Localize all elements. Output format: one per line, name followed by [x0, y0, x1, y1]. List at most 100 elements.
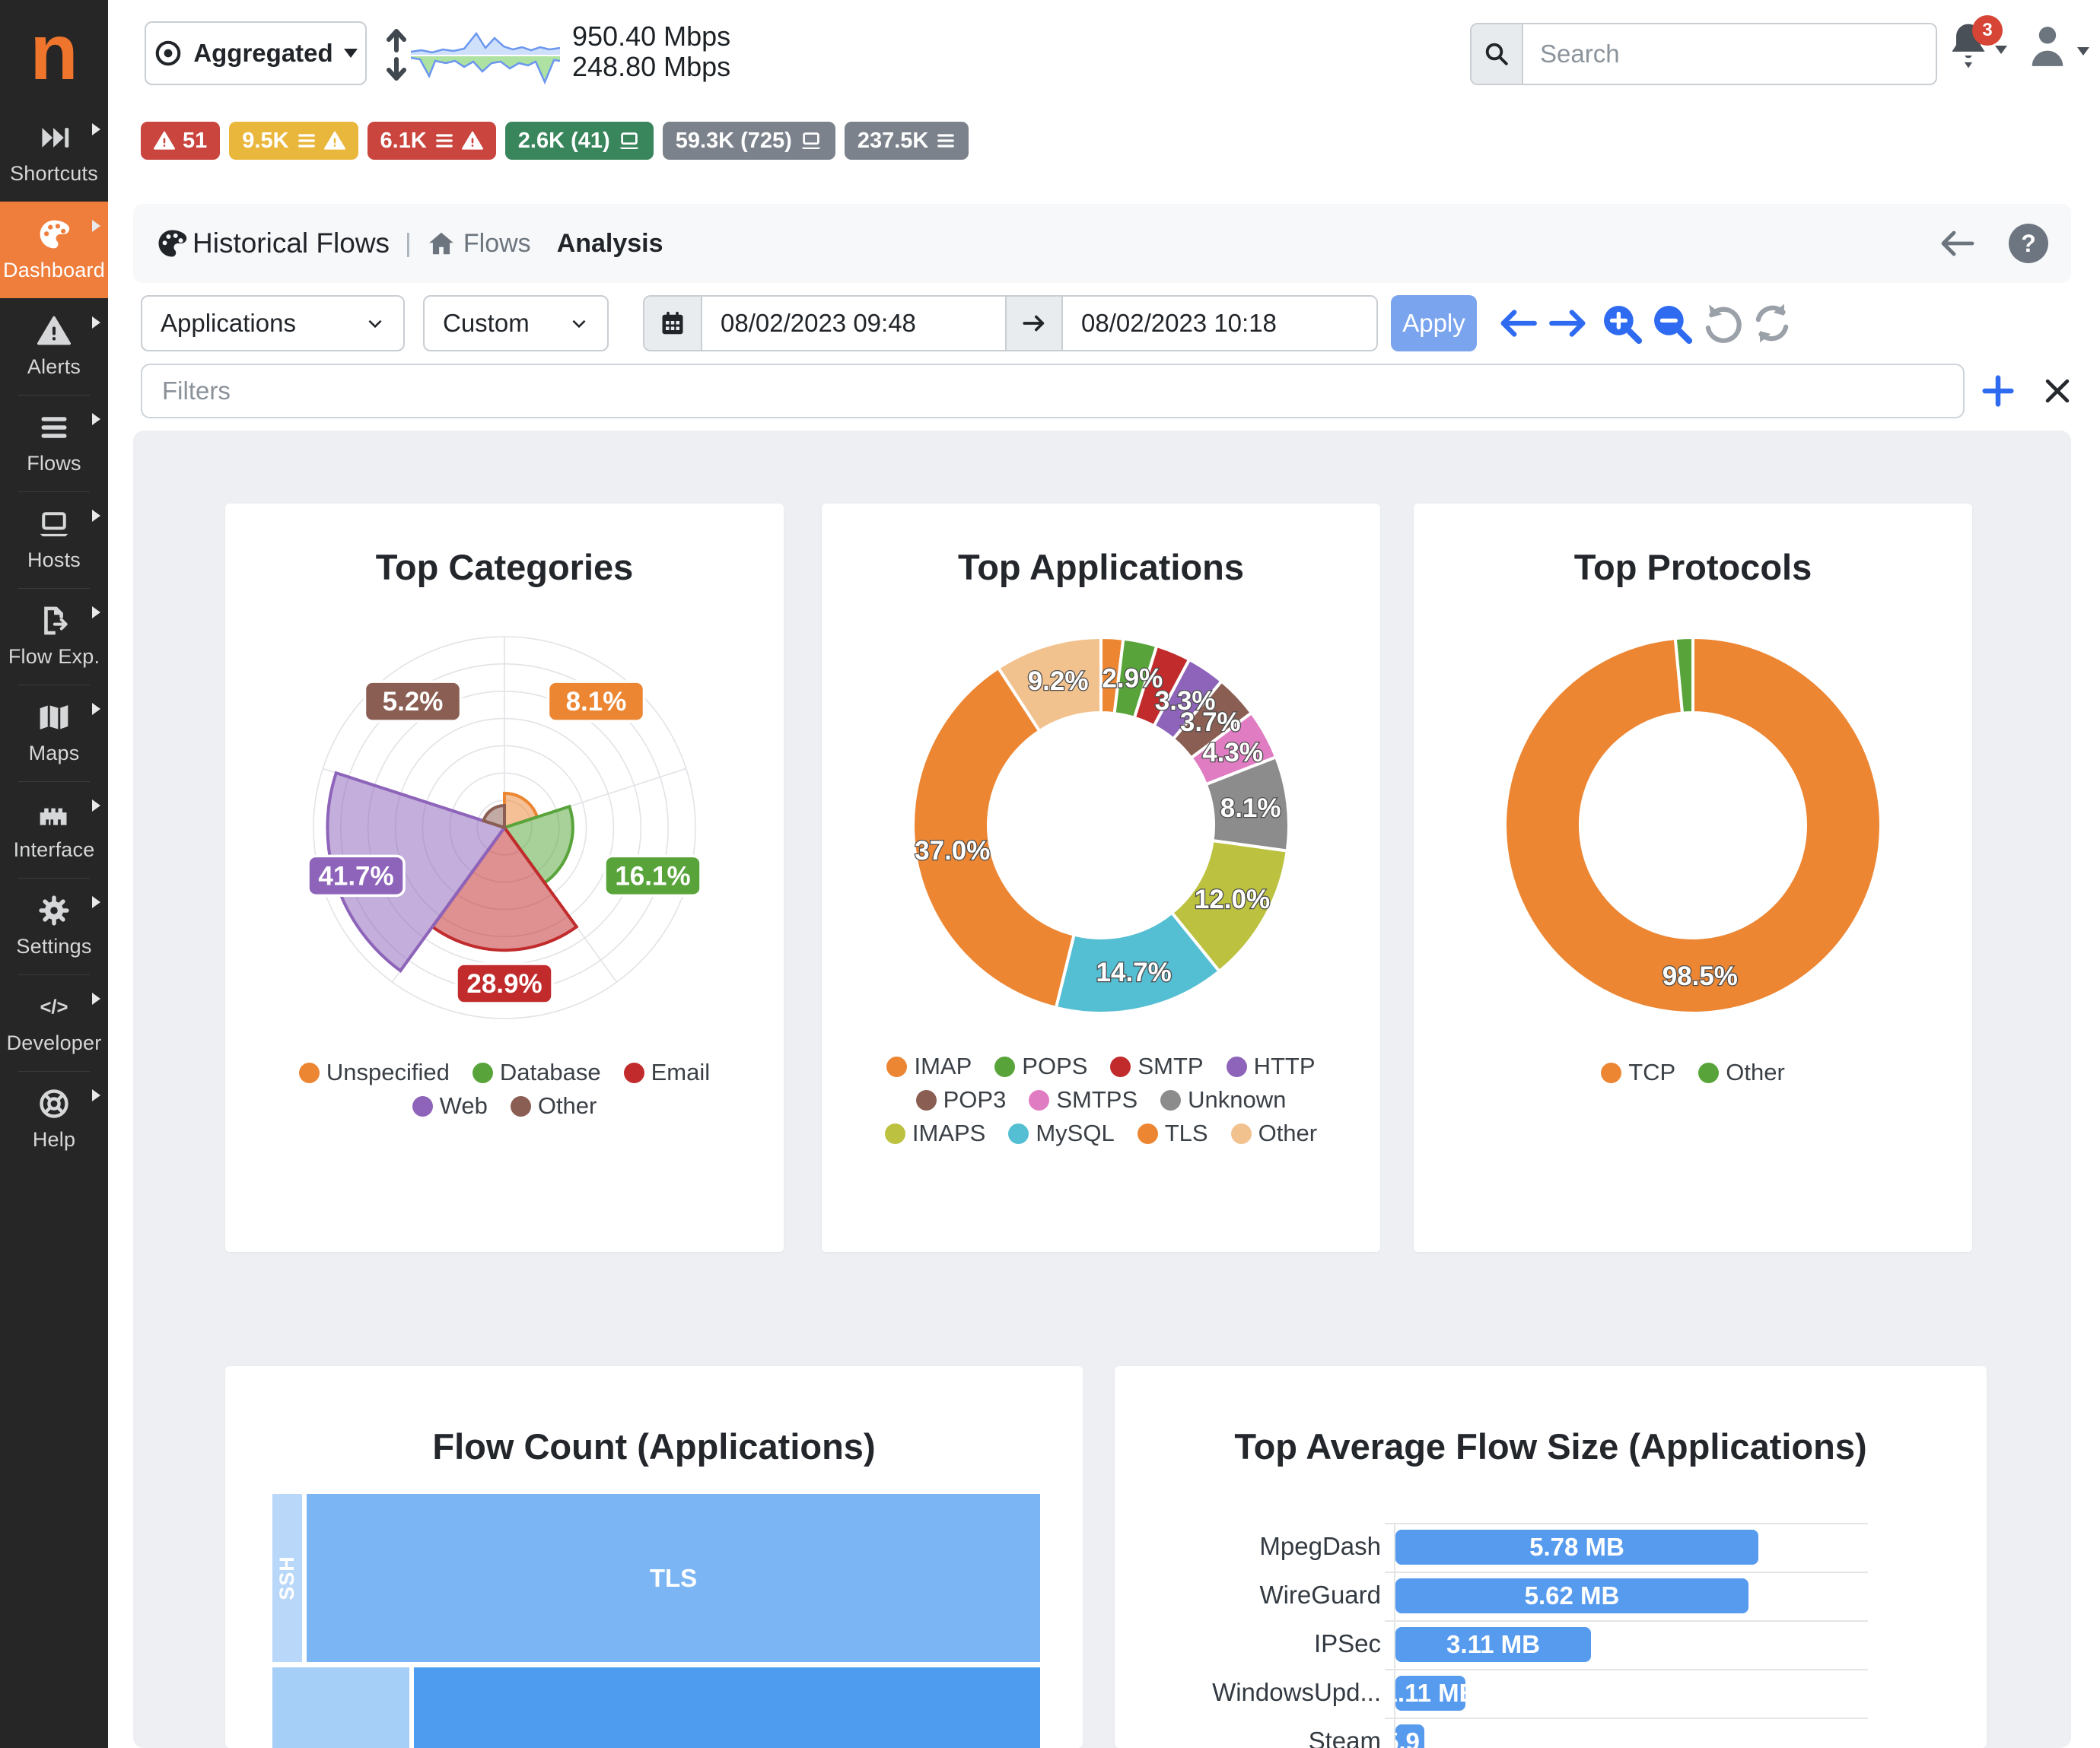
sidebar-item-settings[interactable]: Settings	[0, 878, 108, 974]
legend-item-SMTP[interactable]: SMTP	[1110, 1053, 1204, 1080]
axis-line	[1394, 1523, 1395, 1748]
shift-forward-icon[interactable]	[1546, 301, 1590, 345]
chevron-right-icon	[92, 220, 100, 232]
remote-hosts-badge[interactable]: 59.3K (725)	[662, 122, 835, 160]
sidebar-item-label: Help	[32, 1128, 76, 1151]
legend-item-TLS[interactable]: TLS	[1137, 1120, 1208, 1147]
breadcrumb-parent-link[interactable]: Flows	[427, 229, 531, 259]
range-select[interactable]: Custom	[423, 295, 609, 351]
sidebar-item-shortcuts[interactable]: Shortcuts	[0, 105, 108, 202]
bar-WindowsUpd...[interactable]: 1.11 MB	[1395, 1676, 1465, 1711]
legend-item-POPS[interactable]: POPS	[994, 1053, 1087, 1080]
legend-item-TCP[interactable]: TCP	[1601, 1059, 1675, 1086]
user-menu-button[interactable]	[2024, 20, 2100, 88]
top-protocols-donut-chart[interactable]: 98.5%	[1414, 504, 1972, 1036]
top-avg-flow-size-bar-chart[interactable]: MpegDash 5.78 MB WireGuard 5.62 MB IPSec 3.11…	[1115, 1366, 1987, 1748]
sidebar-item-help[interactable]: Help	[0, 1071, 108, 1168]
date-to-input[interactable]	[1061, 297, 1376, 350]
legend-dot	[1601, 1062, 1622, 1083]
help-icon[interactable]: ?	[2009, 224, 2048, 263]
legend-item-Other[interactable]: Other	[510, 1092, 597, 1120]
flows-count-badge[interactable]: 237.5K	[844, 122, 969, 160]
close-icon[interactable]	[2041, 374, 2074, 408]
breadcrumb-separator: |	[405, 228, 412, 258]
sidebar-item-hosts[interactable]: Hosts	[0, 491, 108, 588]
sidebar-item-dashboard[interactable]: Dashboard	[0, 202, 108, 298]
add-filter-icon[interactable]	[1978, 371, 2018, 411]
notifications-button[interactable]: 3	[1945, 15, 2013, 88]
legend-item-Other[interactable]: Other	[1230, 1120, 1317, 1147]
grid-line	[1385, 1572, 1868, 1573]
donut-slice-Other[interactable]	[996, 635, 1102, 733]
legend-label: SMTP	[1138, 1053, 1204, 1079]
engaged-alerts-badge[interactable]: 51	[141, 122, 221, 160]
rose-sector-Other[interactable]	[481, 803, 506, 830]
app-logo[interactable]: n	[30, 8, 78, 97]
chart-title: Flow Count (Applications)	[432, 1426, 876, 1467]
sidebar-item-maps[interactable]: Maps	[0, 685, 108, 781]
legend-item-Unspecified[interactable]: Unspecified	[298, 1059, 450, 1086]
legend-item-HTTP[interactable]: HTTP	[1226, 1053, 1316, 1080]
legend-dot	[510, 1095, 531, 1117]
page-title: Historical Flows	[156, 227, 390, 259]
flow-count-treemap-chart[interactable]: SSH TLS	[225, 1366, 1083, 1748]
legend-item-POP3[interactable]: POP3	[915, 1086, 1006, 1114]
treemap-cell[interactable]	[414, 1667, 1040, 1748]
legend-item-SMTPS[interactable]: SMTPS	[1029, 1086, 1138, 1114]
treemap-cell-SSH[interactable]: SSH	[272, 1494, 302, 1662]
top-applications-donut-chart[interactable]: 2.9%3.3%3.7%4.3% 8.1% 12.0% 14.7% 37.0% 9.2%	[822, 504, 1380, 1036]
back-arrow-icon[interactable]	[1939, 228, 1975, 259]
undo-icon[interactable]	[1701, 301, 1745, 345]
entity-select[interactable]: Applications	[141, 295, 405, 351]
bar-MpegDash[interactable]: 5.78 MB	[1395, 1530, 1758, 1565]
legend-item-IMAPS[interactable]: IMAPS	[884, 1120, 985, 1147]
flow-alerts-warning-badge[interactable]: 9.5K	[229, 122, 358, 160]
shift-back-icon[interactable]	[1496, 301, 1540, 345]
legend-item-Web[interactable]: Web	[412, 1092, 488, 1120]
bar-IPSec[interactable]: 3.11 MB	[1395, 1627, 1591, 1662]
legend-item-Email[interactable]: Email	[623, 1059, 710, 1086]
rose-label-badge	[307, 854, 406, 898]
treemap-cell-TLS[interactable]: TLS	[307, 1494, 1040, 1662]
chevron-right-icon	[92, 799, 100, 812]
search-icon-box	[1472, 24, 1523, 84]
search-input[interactable]	[1523, 24, 1936, 84]
laptop-icon	[801, 132, 821, 149]
filters-input[interactable]	[141, 364, 1965, 418]
legend-item-Unknown[interactable]: Unknown	[1160, 1086, 1286, 1114]
top-categories-rose-chart[interactable]: 8.1% 16.1% 28.9% 41.7% 5.2%	[225, 504, 784, 1036]
legend-label: POPS	[1022, 1053, 1088, 1079]
legend-item-IMAP[interactable]: IMAP	[886, 1053, 972, 1080]
legend-item-MySQL[interactable]: MySQL	[1008, 1120, 1115, 1147]
donut-slice-TCP[interactable]	[1503, 635, 1882, 1015]
gear-icon	[39, 895, 69, 926]
sidebar-item-alerts[interactable]: Alerts	[0, 298, 108, 395]
bar-Steam[interactable]: 465.9 KB	[1395, 1724, 1424, 1748]
warning-icon	[461, 131, 483, 150]
zoom-in-icon[interactable]	[1599, 301, 1643, 345]
donut-slice-Other[interactable]	[1673, 635, 1694, 715]
sidebar-item-interface[interactable]: Interface	[0, 781, 108, 878]
rose-sector-Email[interactable]	[430, 825, 579, 952]
flow-alerts-error-badge[interactable]: 6.1K	[367, 122, 496, 160]
treemap-cell[interactable]	[272, 1667, 409, 1748]
date-from-input[interactable]	[701, 297, 1005, 350]
legend-item-Database[interactable]: Database	[472, 1059, 601, 1086]
sidebar-item-developer[interactable]: </> Developer	[0, 974, 108, 1071]
local-hosts-badge[interactable]: 2.6K (41)	[504, 122, 654, 160]
apply-button[interactable]: Apply	[1391, 295, 1477, 351]
sidebar-item-flow-exporters[interactable]: Flow Exp.	[0, 588, 108, 685]
legend-item-Other[interactable]: Other	[1698, 1059, 1785, 1086]
calendar-button[interactable]	[644, 297, 701, 350]
zoom-out-icon[interactable]	[1650, 301, 1694, 345]
traffic-sparkline-chart[interactable]	[411, 29, 562, 87]
chevron-right-icon	[92, 606, 100, 618]
refresh-icon[interactable]	[1750, 301, 1794, 345]
sidebar-item-flows[interactable]: Flows	[0, 395, 108, 491]
rose-sector-Database[interactable]	[501, 804, 574, 885]
donut-label: 3.3%	[1155, 686, 1216, 716]
interface-selector-button[interactable]: Aggregated	[145, 21, 367, 85]
donut-slice-IMAP[interactable]	[912, 666, 1077, 1010]
legend-label: TLS	[1164, 1120, 1208, 1146]
bar-WireGuard[interactable]: 5.62 MB	[1395, 1578, 1748, 1613]
